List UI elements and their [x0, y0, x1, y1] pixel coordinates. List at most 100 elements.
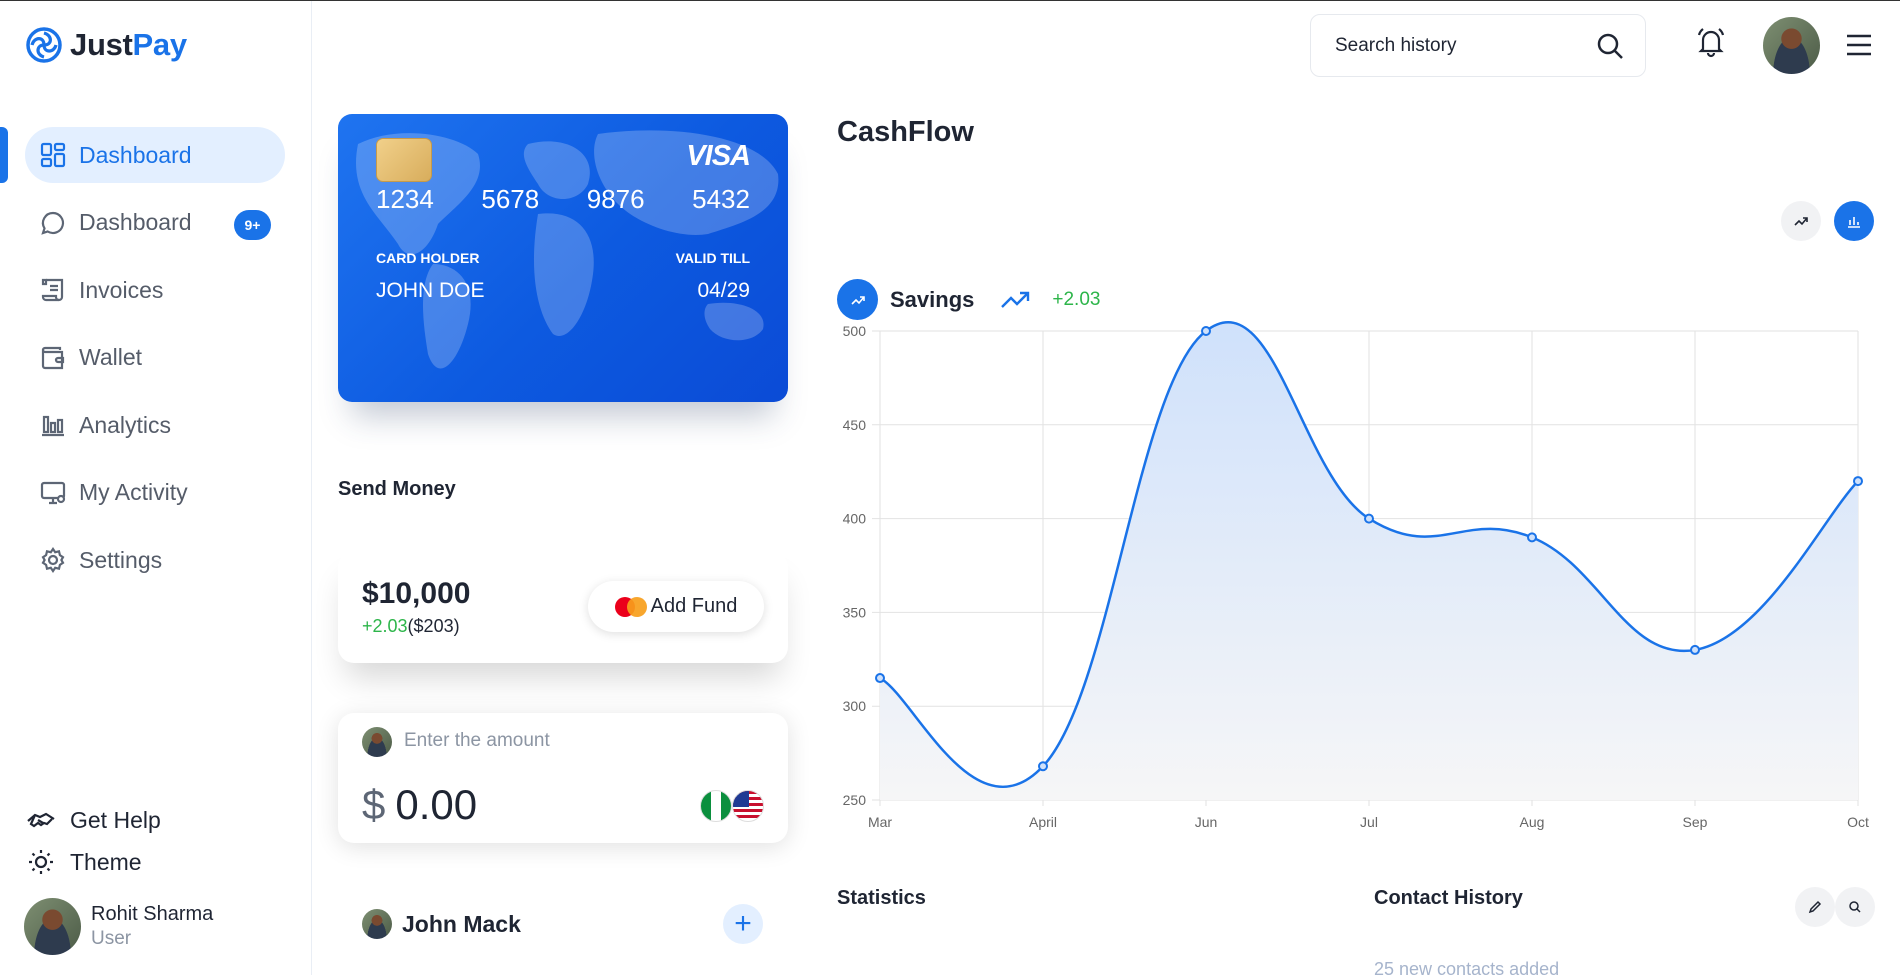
- x-tick-label: Aug: [1520, 814, 1545, 830]
- y-tick-label: 300: [843, 698, 867, 714]
- amount-value: 0.00: [395, 781, 478, 828]
- sidebar: JustPay Dashboard Dashboard 9+ Invoices …: [0, 1, 312, 975]
- amount-display[interactable]: $0.00: [362, 781, 477, 829]
- theme-toggle[interactable]: Theme: [26, 841, 161, 883]
- contact-avatar: [362, 909, 392, 939]
- statistics-title: Statistics: [837, 887, 926, 909]
- sidebar-item-label: Dashboard: [79, 209, 192, 235]
- mastercard-icon: [614, 596, 647, 617]
- sidebar-item-label: Analytics: [79, 411, 172, 438]
- card-holder-name: JOHN DOE: [376, 279, 485, 302]
- card-number-group: 1234: [376, 184, 434, 214]
- user-role: User: [91, 928, 132, 949]
- trend-icon: [1794, 217, 1808, 226]
- series-name: Savings: [890, 286, 975, 312]
- data-point[interactable]: [1201, 326, 1211, 336]
- logo-text-pay: Pay: [132, 27, 188, 62]
- y-tick-label: 250: [843, 792, 867, 808]
- user-profile[interactable]: Rohit Sharma User: [24, 898, 213, 955]
- us-flag-icon[interactable]: [732, 790, 764, 822]
- sidebar-item-wallet[interactable]: Wallet: [25, 330, 285, 386]
- sidebar-item-my-activity[interactable]: My Activity: [25, 465, 285, 521]
- balance-card: $10,000 +2.03($203) Add Fund: [338, 551, 788, 663]
- add-contact-button[interactable]: +: [723, 904, 763, 944]
- card-number: 1234 5678 9876 5432: [376, 184, 750, 215]
- line-view-button[interactable]: [1781, 201, 1821, 241]
- get-help-label: Get Help: [70, 806, 161, 833]
- visa-logo: VISA: [686, 140, 751, 172]
- balance-change-abs: ($203): [407, 616, 460, 636]
- savings-area: [880, 322, 1858, 800]
- sidebar-item-label: Invoices: [79, 276, 164, 303]
- bar-chart-icon: [1848, 217, 1860, 228]
- user-name: Rohit Sharma: [91, 903, 214, 925]
- y-tick-label: 450: [843, 417, 867, 433]
- data-point[interactable]: [1527, 532, 1537, 543]
- x-tick-label: Oct: [1847, 814, 1869, 830]
- card-number-group: 9876: [586, 184, 645, 214]
- add-fund-button[interactable]: Add Fund: [588, 581, 764, 632]
- card-number-group: 5432: [692, 184, 750, 214]
- monitor-icon: [40, 481, 66, 504]
- x-tick-label: Jul: [1360, 814, 1378, 830]
- logo-icon: [26, 27, 62, 63]
- search-input[interactable]: [1335, 34, 1575, 57]
- x-tick-label: April: [1029, 814, 1057, 830]
- y-tick-label: 400: [843, 511, 867, 527]
- logo[interactable]: JustPay: [26, 27, 187, 63]
- sidebar-bottom-links: Get Help Theme: [26, 799, 161, 883]
- x-tick-label: Sep: [1683, 814, 1708, 830]
- handshake-icon: [27, 812, 55, 828]
- sidebar-item-dashboard[interactable]: Dashboard: [25, 127, 285, 183]
- contact-history-subtitle: 25 new contacts added: [1374, 959, 1560, 975]
- card-chip: [376, 138, 432, 182]
- data-point[interactable]: [875, 673, 885, 684]
- logo-text-just: Just: [70, 27, 133, 62]
- search-contacts-button[interactable]: [1835, 887, 1875, 927]
- data-point[interactable]: [1364, 513, 1374, 524]
- sidebar-item-invoices[interactable]: Invoices: [25, 262, 285, 318]
- wallet-icon: [41, 346, 65, 369]
- bell-icon[interactable]: [1694, 25, 1728, 59]
- edit-button[interactable]: [1795, 887, 1835, 927]
- nigeria-flag-icon[interactable]: [700, 790, 732, 822]
- balance-change: +2.03($203): [362, 616, 460, 637]
- card-expiry: 04/29: [697, 279, 750, 302]
- amount-entry-card: $0.00: [338, 713, 788, 843]
- credit-card[interactable]: VISA 1234 5678 9876 5432 CARD HOLDER VAL…: [338, 114, 788, 402]
- sun-moon-icon: [29, 850, 53, 874]
- search-icon: [1849, 901, 1861, 913]
- hamburger-menu-icon[interactable]: [1844, 32, 1874, 58]
- sidebar-item-messages[interactable]: Dashboard 9+: [25, 195, 285, 251]
- data-point[interactable]: [1853, 476, 1863, 487]
- data-point[interactable]: [1690, 644, 1700, 655]
- valid-till-label: VALID TILL: [675, 250, 750, 266]
- amount-input[interactable]: [404, 730, 704, 752]
- gear-icon: [41, 547, 65, 573]
- data-point[interactable]: [1038, 761, 1048, 772]
- card-number-group: 5678: [481, 184, 540, 214]
- balance-amount: $10,000: [362, 577, 471, 610]
- scroll-icon: [41, 278, 64, 302]
- active-nav-indicator: [0, 127, 8, 183]
- savings-badge-icon: [837, 279, 878, 320]
- sidebar-item-settings[interactable]: Settings: [25, 532, 285, 588]
- sidebar-item-label: Dashboard: [79, 141, 192, 168]
- trend-up-icon: [1001, 291, 1030, 308]
- sidebar-item-label: Wallet: [79, 344, 143, 370]
- pencil-icon: [1808, 900, 1822, 914]
- bar-view-button[interactable]: [1834, 201, 1874, 241]
- contact-row[interactable]: John Mack: [362, 909, 521, 939]
- search-icon[interactable]: [1595, 31, 1625, 61]
- sidebar-item-analytics[interactable]: Analytics: [25, 397, 285, 453]
- x-tick-label: Mar: [868, 814, 892, 830]
- search-box: [1310, 14, 1646, 77]
- chart-legend: Savings +2.03: [837, 279, 1100, 320]
- series-delta: +2.03: [1052, 288, 1101, 310]
- top-avatar[interactable]: [1763, 17, 1820, 74]
- send-money-title: Send Money: [338, 478, 456, 500]
- currency-symbol: $: [362, 781, 386, 828]
- get-help-link[interactable]: Get Help: [26, 799, 161, 841]
- card-holder-label: CARD HOLDER: [376, 250, 480, 266]
